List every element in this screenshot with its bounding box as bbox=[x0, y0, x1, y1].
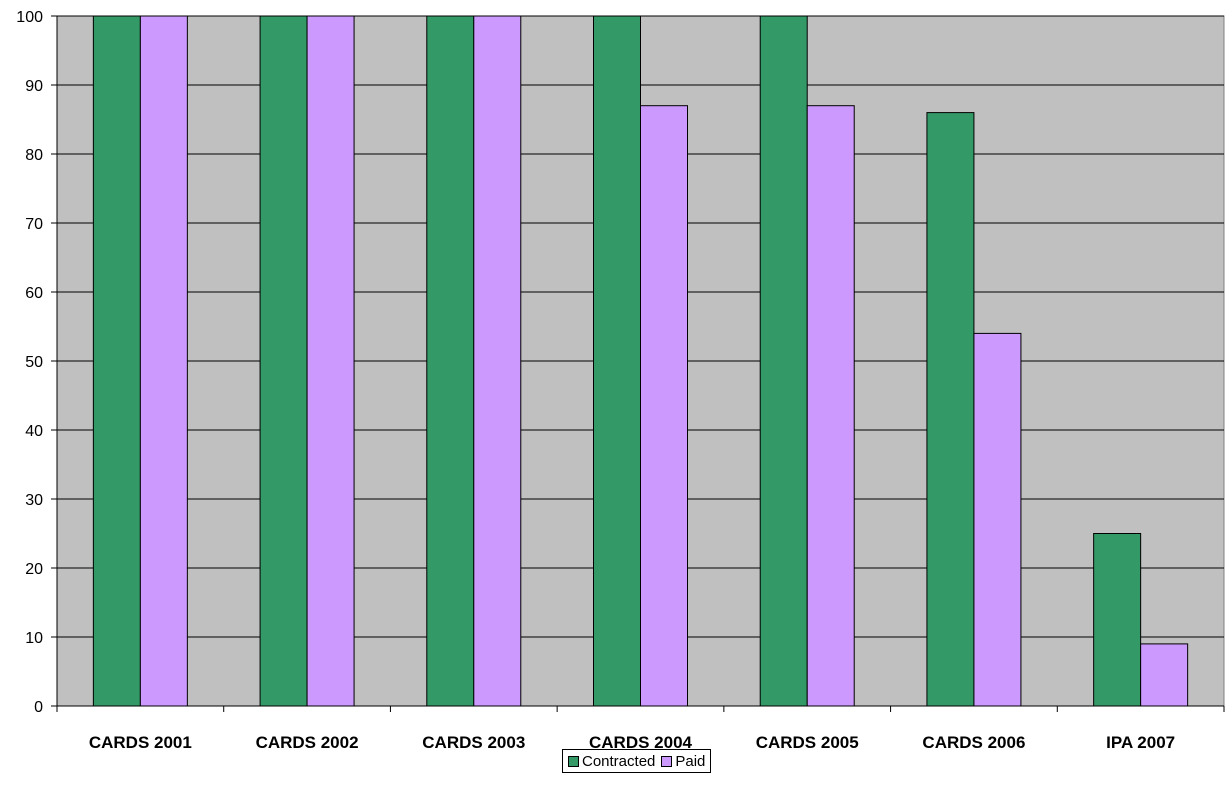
legend-swatch-paid bbox=[661, 755, 673, 767]
y-tick-label: 0 bbox=[34, 699, 43, 716]
x-category-label: CARDS 2005 bbox=[756, 733, 859, 752]
bar-paid-1 bbox=[306, 15, 355, 707]
bar-paid-4 bbox=[806, 105, 855, 707]
bar-contracted-5 bbox=[926, 112, 975, 707]
bar-paid-2 bbox=[473, 15, 522, 707]
x-category-label: CARDS 2004 bbox=[589, 733, 693, 752]
legend: Contracted Paid bbox=[562, 749, 712, 773]
x-category-label: CARDS 2006 bbox=[922, 733, 1025, 752]
y-tick-label: 50 bbox=[25, 354, 43, 371]
y-tick-label: 40 bbox=[25, 423, 43, 440]
x-category-label: CARDS 2001 bbox=[89, 733, 192, 752]
y-tick-labels: 0 10 20 30 40 50 60 70 80 90 100 bbox=[16, 9, 43, 716]
y-tick-label: 20 bbox=[25, 561, 43, 578]
x-category-label: CARDS 2002 bbox=[256, 733, 359, 752]
y-tick-label: 60 bbox=[25, 285, 43, 302]
y-tick-label: 100 bbox=[16, 9, 43, 26]
bar-paid-6 bbox=[1140, 643, 1189, 707]
y-tick-label: 70 bbox=[25, 216, 43, 233]
legend-label-paid: Paid bbox=[675, 752, 706, 770]
y-tick-label: 80 bbox=[25, 147, 43, 164]
legend-item-contracted: Contracted bbox=[568, 753, 655, 770]
bar-contracted-3 bbox=[593, 15, 641, 707]
x-category-label: CARDS 2003 bbox=[422, 733, 525, 752]
x-category-label: IPA 2007 bbox=[1106, 733, 1175, 752]
legend-swatch-contracted bbox=[568, 755, 579, 767]
legend-item-paid: Paid bbox=[661, 753, 705, 770]
y-tick-label: 30 bbox=[25, 492, 43, 509]
bar-contracted-2 bbox=[426, 15, 475, 707]
axes bbox=[51, 15, 1225, 712]
bar-contracted-1 bbox=[259, 15, 308, 707]
bar-paid-3 bbox=[640, 105, 688, 707]
bar-paid-0 bbox=[139, 15, 188, 707]
legend-label-contracted: Contracted bbox=[582, 752, 656, 770]
x-category-labels: CARDS 2001 CARDS 2002 CARDS 2003 CARDS 2004… bbox=[89, 733, 1175, 752]
bar-paid-5 bbox=[973, 332, 1022, 707]
bar-contracted-6 bbox=[1093, 533, 1142, 707]
bar-contracted-0 bbox=[92, 15, 141, 707]
y-tick-label: 90 bbox=[25, 78, 43, 95]
y-tick-label: 10 bbox=[25, 630, 43, 647]
bar-contracted-4 bbox=[759, 15, 808, 707]
